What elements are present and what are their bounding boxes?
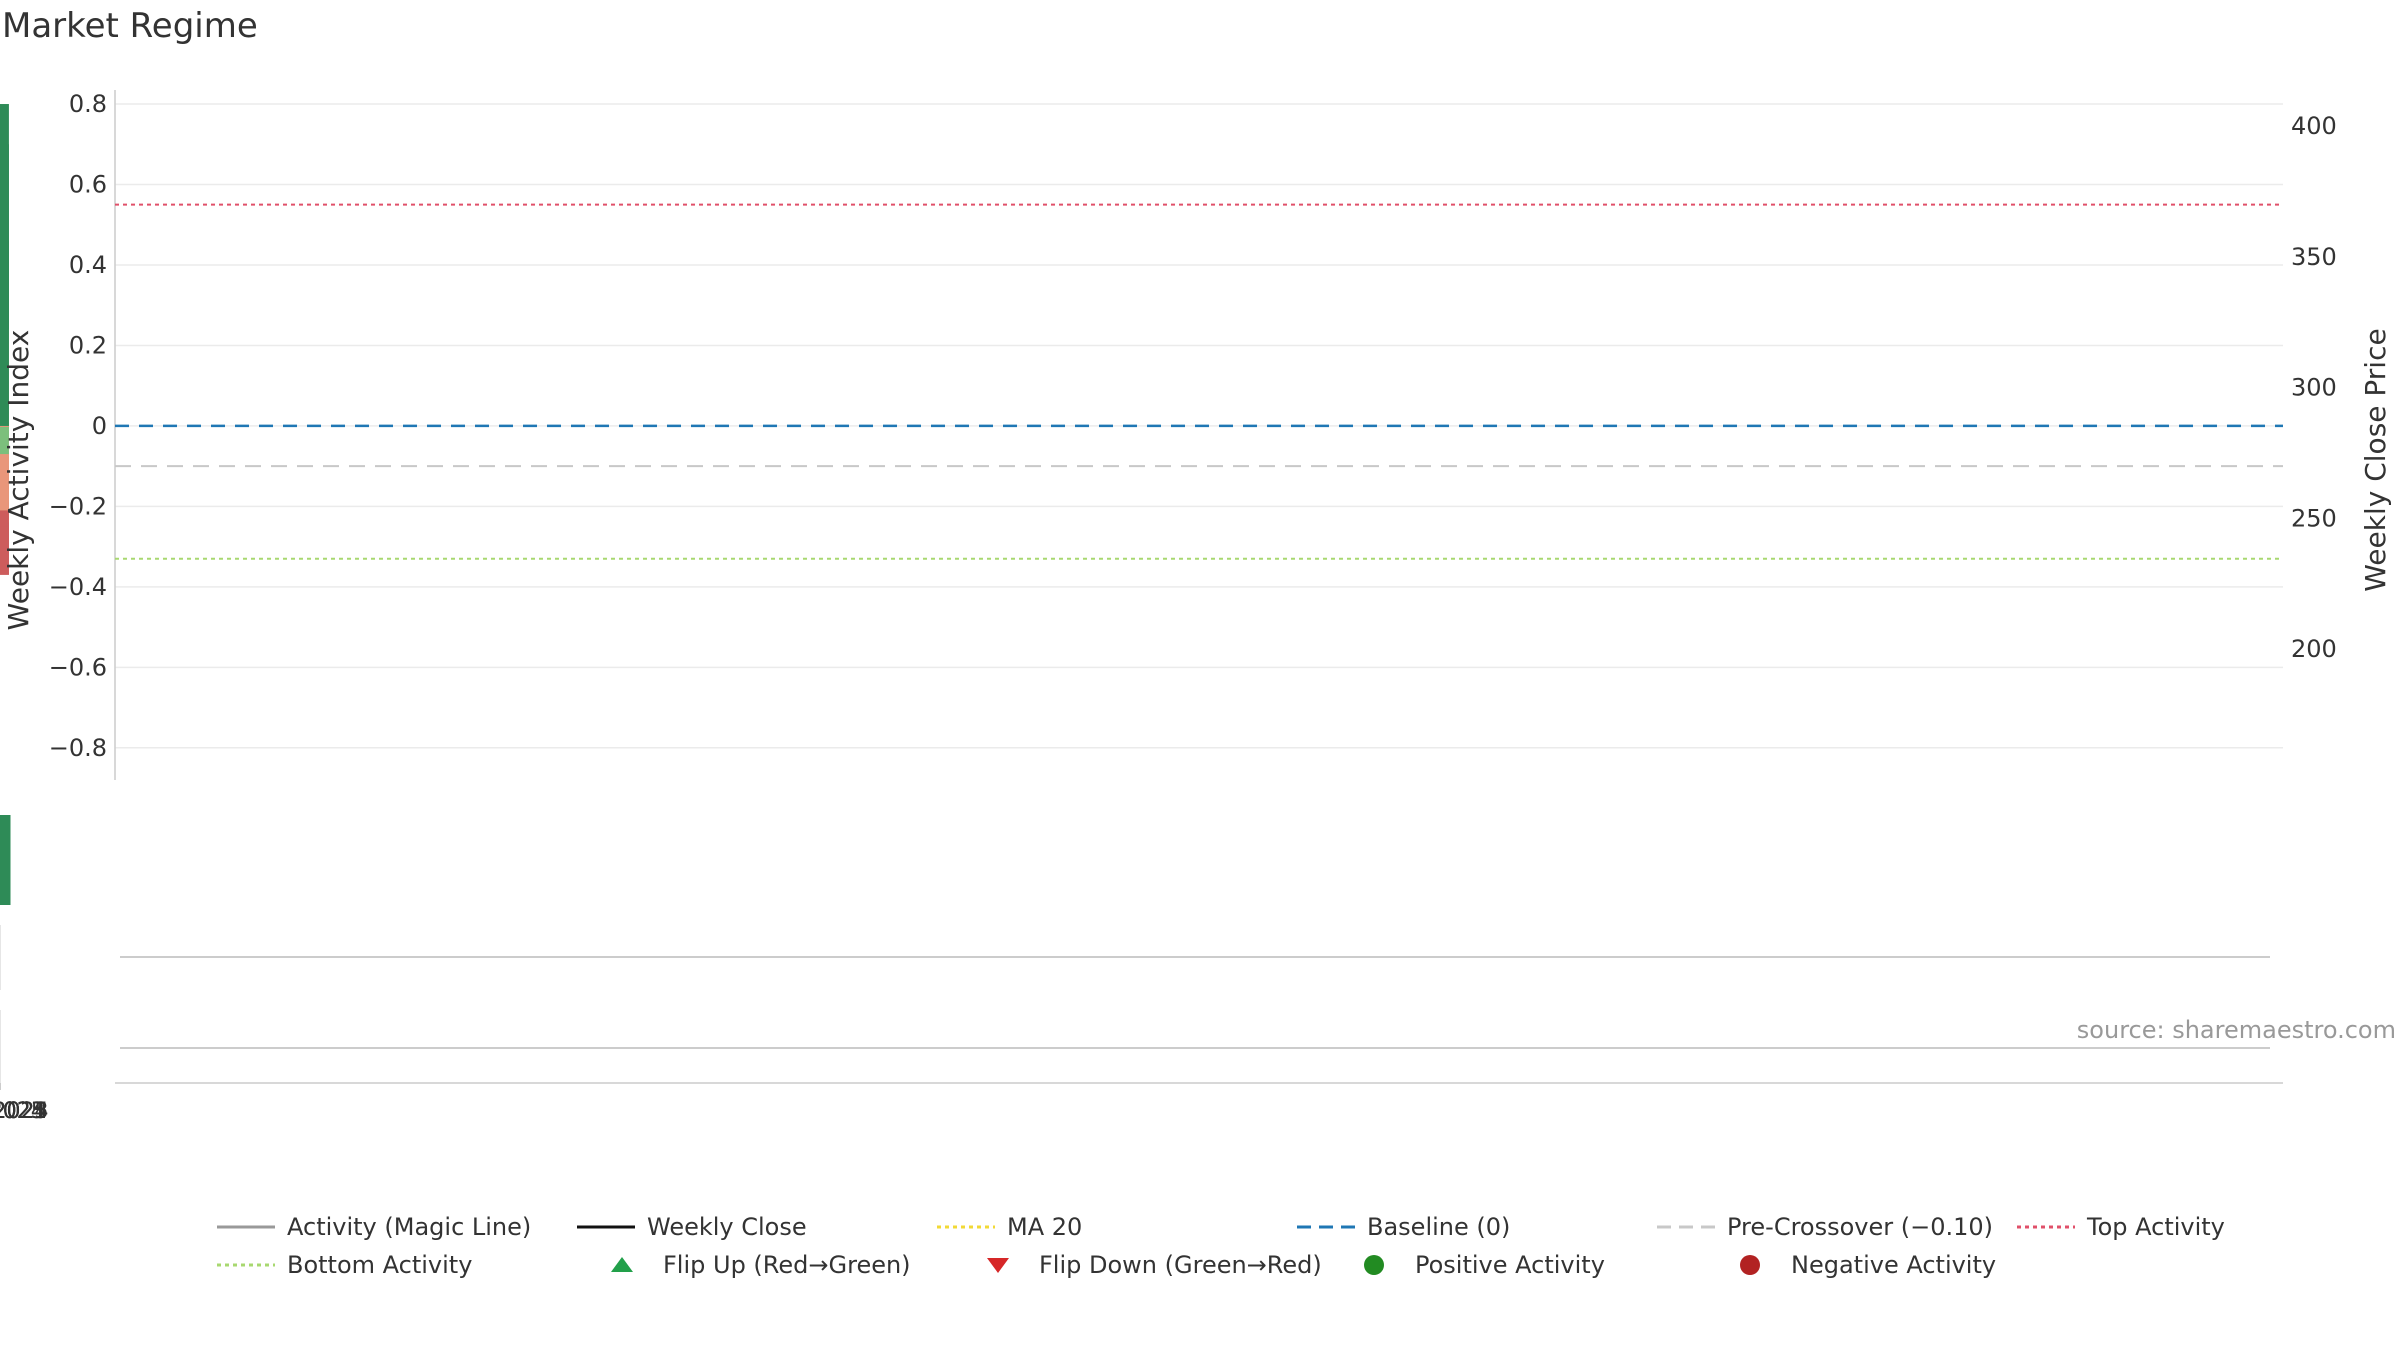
legend-label: Weekly Close — [647, 1213, 807, 1241]
legend-label: Flip Up (Red→Green) — [663, 1251, 911, 1279]
legend-item: Activity (Magic Line) — [215, 1213, 575, 1241]
x-tick-label: Jul 2024 — [0, 1099, 45, 1124]
legend-swatch — [1297, 1225, 1355, 1229]
x-tick-label: Jan 2024 — [0, 1099, 48, 1124]
regime-strip — [0, 815, 11, 905]
legend-label: MA 20 — [1007, 1213, 1083, 1241]
chart-legend: Activity (Magic Line) Weekly Close MA 20 Ba… — [215, 1208, 2375, 1284]
y-left-tick-label: −0.8 — [49, 734, 107, 762]
y-left-tick-label: −0.2 — [49, 492, 107, 520]
source-note: source: sharemaestro.com — [2076, 1016, 2396, 1044]
y-left-tick-label: −0.4 — [49, 573, 107, 601]
legend-swatch — [1657, 1225, 1715, 1229]
y-left-axis-label: Weekly Activity Index — [2, 330, 35, 631]
x-tick-label: Jul 2025 — [0, 1099, 45, 1124]
legend-label: Negative Activity — [1791, 1251, 1997, 1279]
legend-swatch — [577, 1225, 635, 1229]
y-left-tick-label: 0.2 — [69, 331, 107, 359]
legend-label: Activity (Magic Line) — [287, 1213, 532, 1241]
legend-item: Negative Activity — [1719, 1251, 2095, 1279]
legend-label: Positive Activity — [1415, 1251, 1605, 1279]
activity-bar — [0, 425, 9, 511]
legend-swatch — [937, 1225, 995, 1229]
legend-item: Flip Up (Red→Green) — [591, 1251, 967, 1279]
y-left-tick-label: 0.4 — [69, 251, 107, 279]
legend-item: Bottom Activity — [215, 1251, 591, 1279]
activity-bar — [0, 425, 9, 455]
y-right-tick-label: 350 — [2291, 243, 2337, 271]
legend-swatch — [1364, 1255, 1384, 1275]
x-tick-label: Jul 2023 — [0, 1099, 45, 1124]
legend-item: Weekly Close — [575, 1213, 935, 1241]
legend-swatch — [217, 1263, 275, 1267]
legend-swatch — [2017, 1225, 2075, 1229]
x-tick-label: Jan 2023 — [0, 1099, 48, 1124]
y-right-axis-label: Weekly Close Price — [2359, 328, 2392, 591]
y-right-tick-label: 400 — [2291, 112, 2337, 140]
y-left-tick-label: 0.6 — [69, 170, 107, 198]
chart-title: Market Regime — [2, 6, 258, 46]
x-tick-label: Jan 2025 — [0, 1099, 48, 1124]
legend-swatch — [611, 1257, 633, 1272]
y-right-tick-label: 250 — [2291, 504, 2337, 532]
legend-item: Baseline (0) — [1295, 1213, 1655, 1241]
activity-bar — [0, 144, 9, 426]
legend-row-1: Activity (Magic Line) Weekly Close MA 20 Ba… — [215, 1208, 2375, 1246]
y-left-tick-label: 0 — [92, 412, 107, 440]
legend-item: MA 20 — [935, 1213, 1295, 1241]
legend-item: Positive Activity — [1343, 1251, 1719, 1279]
legend-label: Flip Down (Green→Red) — [1039, 1251, 1322, 1279]
legend-item: Pre-Crossover (−0.10) — [1655, 1213, 2015, 1241]
legend-swatch — [217, 1225, 275, 1229]
legend-swatch — [1740, 1255, 1760, 1275]
y-right-tick-label: 300 — [2291, 374, 2337, 402]
activity-bar — [0, 425, 9, 427]
y-left-tick-label: −0.6 — [49, 653, 107, 681]
legend-label: Bottom Activity — [287, 1251, 473, 1279]
regime-strip-cell — [0, 815, 11, 905]
legend-label: Pre-Crossover (−0.10) — [1727, 1213, 1994, 1241]
legend-swatch — [987, 1258, 1009, 1273]
legend-item: Top Activity — [2015, 1213, 2375, 1241]
legend-label: Top Activity — [2087, 1213, 2225, 1241]
legend-item: Flip Down (Green→Red) — [967, 1251, 1343, 1279]
y-left-tick-label: 0.8 — [69, 90, 107, 118]
legend-row-2: Bottom Activity Flip Up (Red→Green) Flip D… — [215, 1246, 2375, 1284]
activity-bars — [0, 104, 9, 575]
y-right-tick-label: 200 — [2291, 635, 2337, 663]
legend-label: Baseline (0) — [1367, 1213, 1511, 1241]
